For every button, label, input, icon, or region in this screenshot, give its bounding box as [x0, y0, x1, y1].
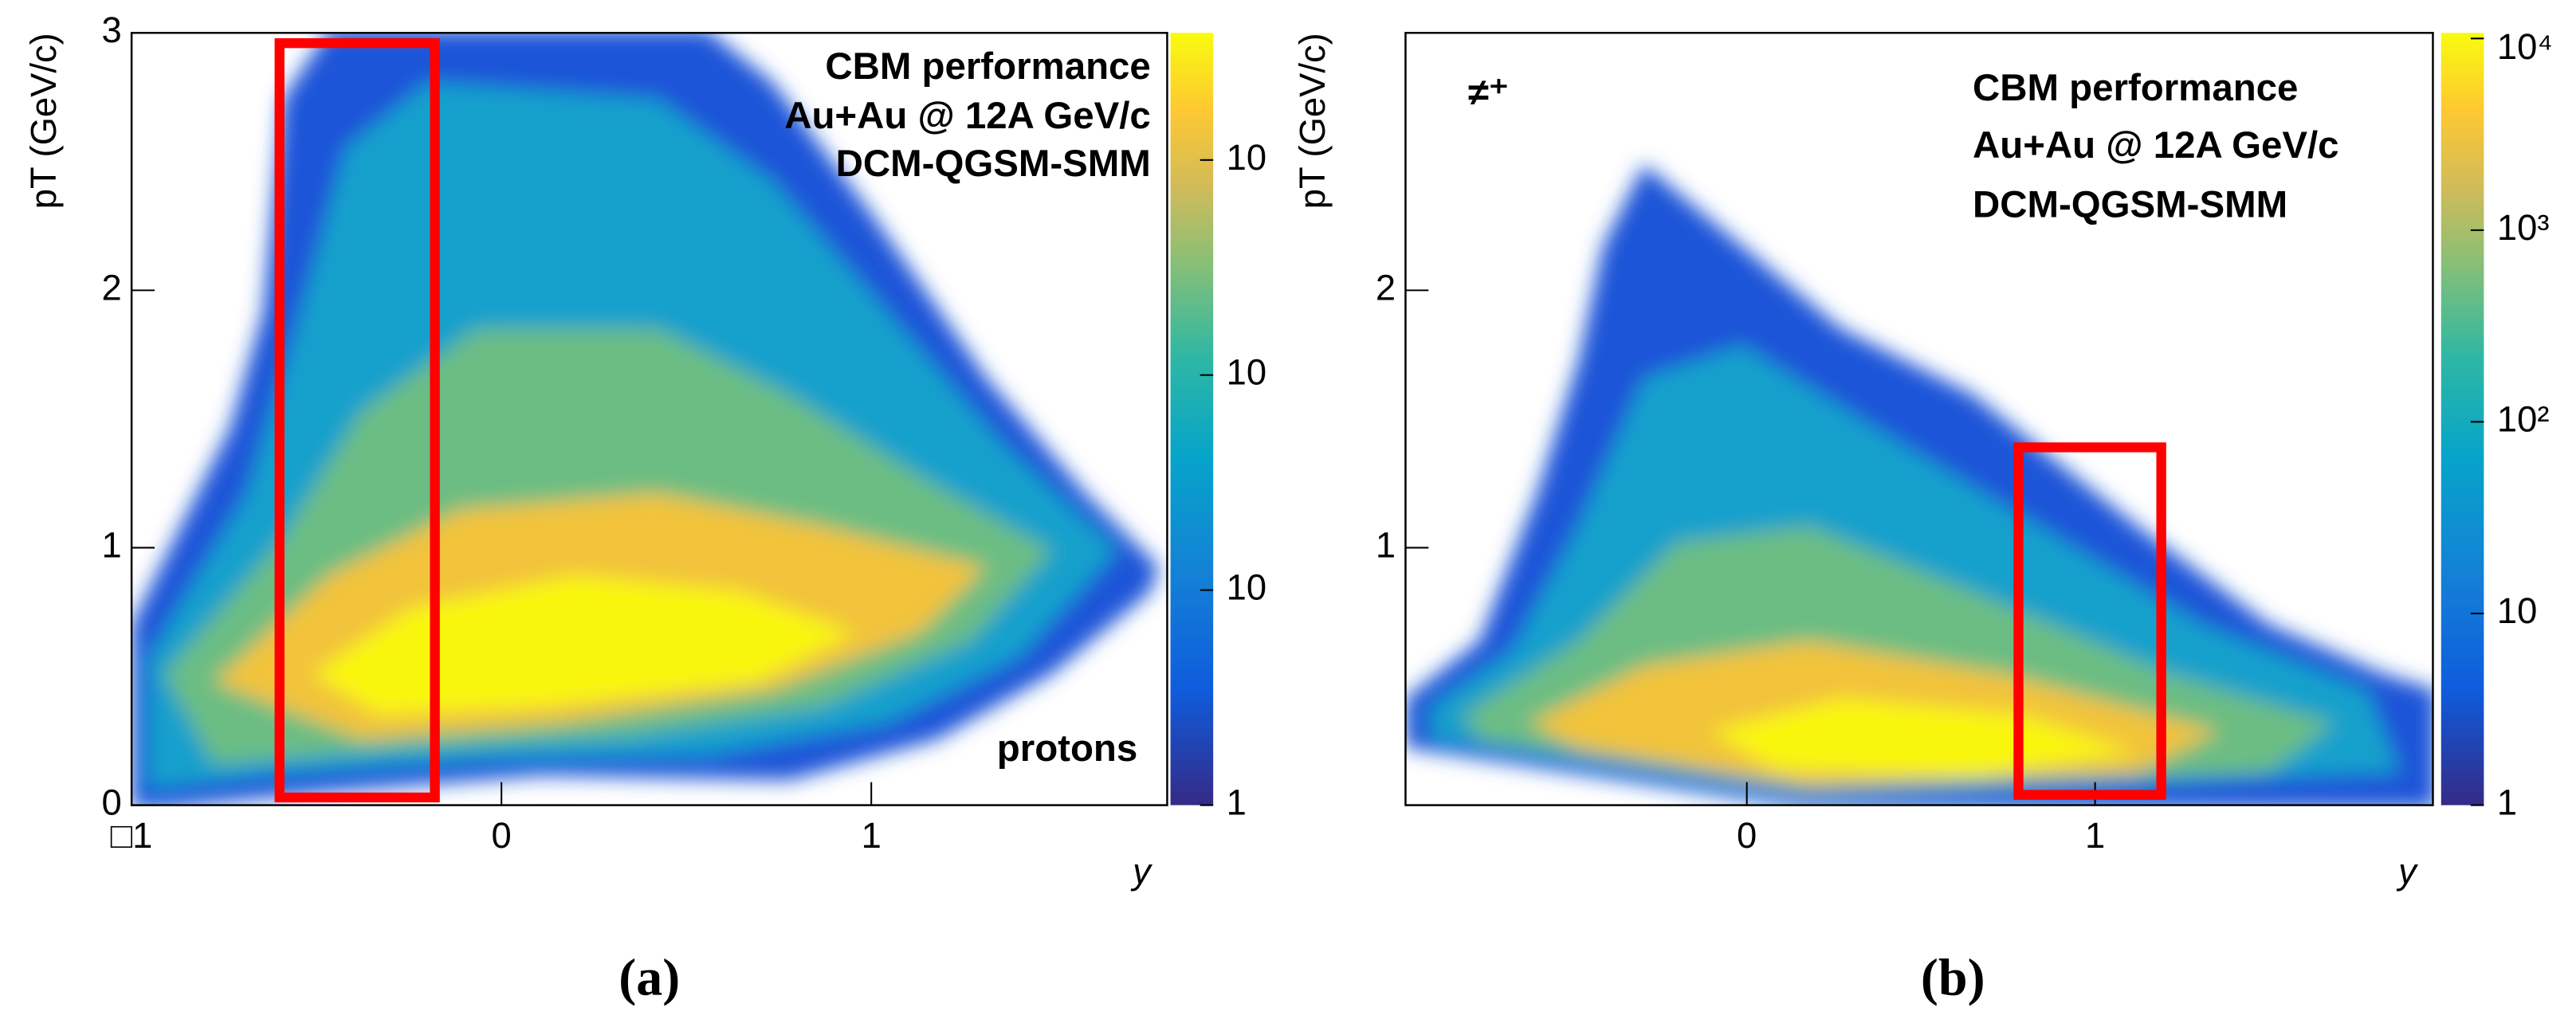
- annotation: DCM-QGSM-SMM: [836, 143, 1151, 185]
- colorbar-tick-label: 1: [2497, 782, 2517, 823]
- x-axis-title: y: [1130, 851, 1153, 892]
- x-axis-title: y: [2396, 851, 2418, 892]
- density-b: [1405, 164, 2433, 806]
- annotation: Au+Au @ 12A GeV/c: [1973, 124, 2339, 167]
- colorbar-tick-label: 10²: [2497, 398, 2550, 439]
- colorbar-tick-label: 10³: [2497, 207, 2550, 248]
- highlight-box: [2013, 442, 2166, 800]
- colorbar-tick-label: 1: [1227, 782, 1247, 823]
- annotation: CBM performance: [825, 45, 1150, 88]
- x-tick-label: 0: [1737, 815, 1757, 856]
- y-tick-label: 1: [101, 524, 121, 565]
- colorbar: [1170, 33, 1214, 806]
- highlight-box: [274, 37, 440, 803]
- colorbar-tick-label: 10⁴: [2497, 26, 2553, 67]
- x-tick-label: 0: [492, 815, 512, 856]
- caption: (a): [618, 948, 680, 1006]
- y-tick-label: 3: [101, 10, 121, 50]
- annotation: CBM performance: [1973, 67, 2298, 109]
- y-axis-title: pT (GeV/c): [23, 33, 64, 209]
- colorbar-tick-label: 10: [1227, 567, 1266, 608]
- y-tick-label: 2: [101, 267, 121, 308]
- annotation: DCM-QGSM-SMM: [1973, 183, 2287, 225]
- y-tick-label: 2: [1376, 267, 1396, 308]
- plot-frame: [130, 32, 1168, 806]
- annotation: protons: [997, 727, 1138, 770]
- y-axis-title: pT (GeV/c): [1292, 33, 1333, 209]
- x-tick-label: □1: [111, 815, 153, 856]
- colorbar-tick-label: 10: [2497, 590, 2537, 631]
- annotation: ≠⁺: [1468, 72, 1509, 114]
- y-tick-label: 0: [101, 782, 121, 823]
- colorbar-tick-label: 10: [1227, 137, 1266, 178]
- y-tick-label: 1: [1376, 524, 1396, 565]
- annotation: Au+Au @ 12A GeV/c: [784, 95, 1151, 137]
- x-tick-label: 1: [862, 815, 882, 856]
- plot-frame: [1404, 32, 2434, 806]
- density-a: [132, 33, 1160, 806]
- colorbar-tick-label: 10: [1227, 352, 1266, 393]
- caption: (b): [1921, 948, 1985, 1006]
- colorbar: [2441, 33, 2484, 806]
- x-tick-label: 1: [2085, 815, 2105, 856]
